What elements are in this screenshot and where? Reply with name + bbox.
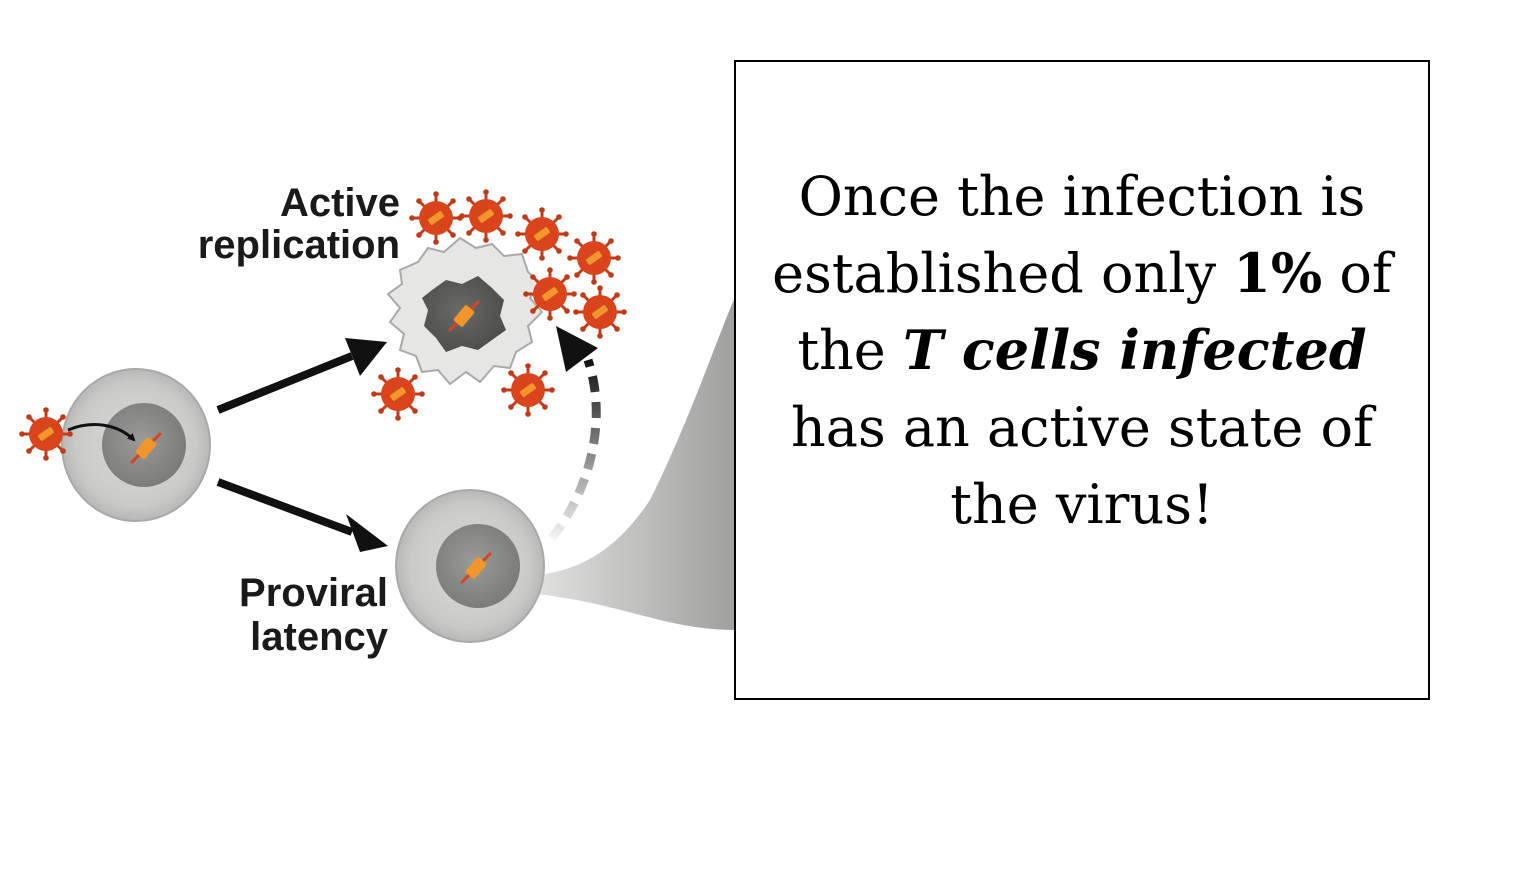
callout-line-1: Once the infection is [798,164,1366,228]
arrow-to-proviral-latency [216,478,388,552]
latent-cell [395,489,545,643]
callout-line-4: has an active state of [791,395,1373,459]
callout-line-3a: the [797,318,903,382]
uninfected-cell [61,368,211,522]
callout-t-cells: T cells infected [902,317,1367,382]
virus-icon [17,405,75,463]
label-latency: latency [250,615,389,659]
callout-line-2b: of [1322,241,1392,305]
zoom-connector [515,295,736,630]
arrow-to-active-replication [216,338,387,414]
lysed-cell [386,236,544,386]
callout-percent: 1% [1233,240,1323,305]
label-replication: replication [198,223,400,267]
label-proviral: Proviral [239,571,388,615]
entry-arrow [67,423,136,442]
reactivation-arrow [548,326,601,541]
callout-line-2a: established only [772,241,1234,305]
label-active: Active [280,181,400,225]
callout-line-5: the virus! [950,472,1214,536]
callout-text: Once the infection is established only 1… [752,158,1412,543]
callout-box: Once the infection is established only 1… [734,60,1430,700]
